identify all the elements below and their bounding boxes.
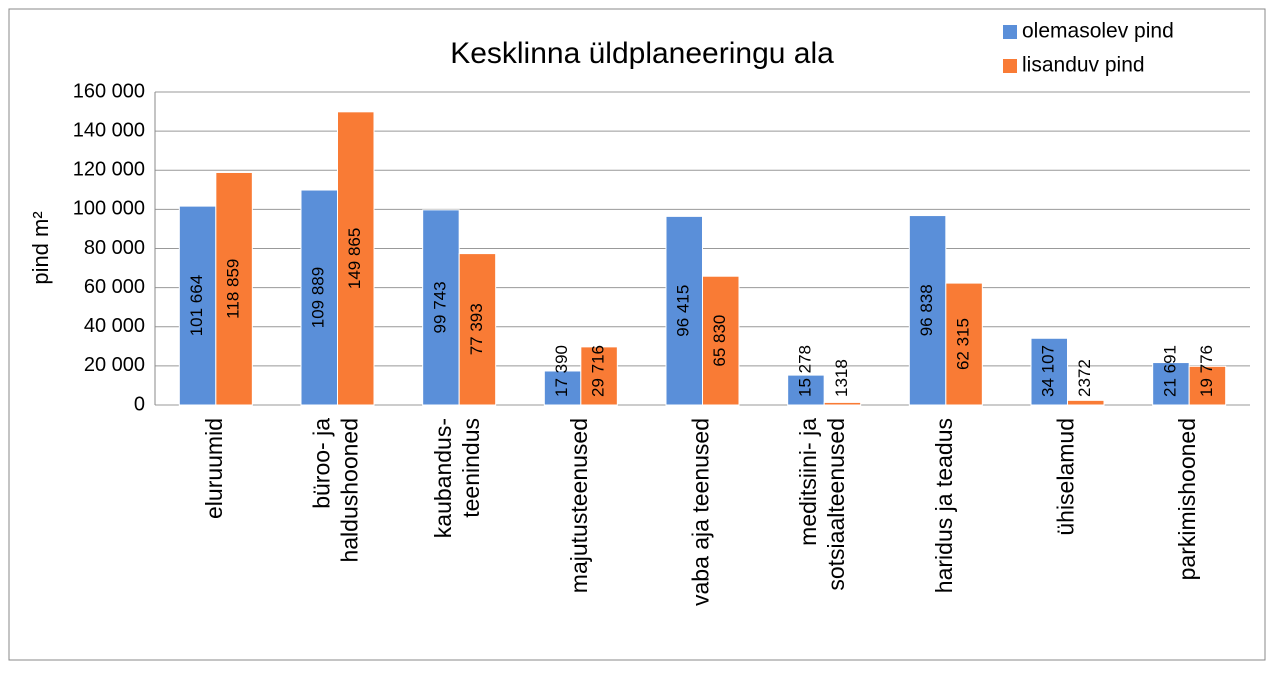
bar [1188, 365, 1227, 406]
x-tick-label: majutusteenused [566, 418, 592, 593]
value-label: 1318 [832, 359, 851, 397]
bar [823, 401, 862, 406]
legend-label: lisanduv pind [1022, 54, 1145, 77]
x-tick-label: haridus ja teadus [931, 418, 957, 593]
legend-label: olemasolev pind [1022, 20, 1174, 43]
value-label: 34 107 [1039, 345, 1058, 397]
bar [300, 189, 338, 406]
x-tick-label: eluruumid [201, 418, 227, 519]
y-axis-label: pind m² [28, 211, 53, 284]
y-tick-label: 0 [134, 393, 145, 415]
bar [215, 171, 253, 406]
value-label: 15 278 [795, 345, 814, 397]
x-tick-label: vaba aja teenused [688, 418, 714, 606]
x-tick-label: parkimishooned [1174, 418, 1200, 580]
bar [543, 370, 582, 406]
y-tick-label: 80 000 [84, 237, 145, 259]
chart-title: Kesklinna üldplaneeringu ala [450, 37, 834, 70]
bar [787, 374, 825, 406]
y-tick-label: 140 000 [73, 119, 145, 141]
value-label: 19 776 [1197, 345, 1216, 397]
y-tick-label: 20 000 [84, 354, 145, 376]
value-label: 65 830 [710, 315, 729, 367]
value-label: 21 691 [1160, 345, 1179, 397]
bar [422, 209, 460, 406]
y-tick-label: 100 000 [73, 198, 145, 220]
bar [1152, 362, 1190, 406]
x-tick-label: meditsiini- jasotsiaalteenused [795, 418, 849, 591]
value-label: 96 415 [674, 285, 693, 337]
value-label: 149 865 [345, 228, 364, 289]
value-label: 99 743 [430, 281, 449, 333]
x-tick-label: ühiselamud [1053, 418, 1079, 536]
x-tick-label: büroo- jahaldushooned [309, 418, 363, 563]
bar [580, 346, 618, 406]
legend-swatch [1003, 25, 1017, 39]
bar [458, 253, 497, 406]
value-label: 101 664 [187, 275, 206, 336]
bar [945, 282, 983, 406]
bar [665, 215, 703, 406]
legend-swatch [1003, 59, 1017, 73]
y-tick-label: 60 000 [84, 276, 145, 298]
bar [1030, 337, 1068, 406]
value-label: 29 716 [589, 345, 608, 397]
value-label: 96 838 [917, 284, 936, 336]
x-tick-label: kaubandus-teenindus [430, 418, 484, 538]
bar [337, 111, 375, 406]
y-tick-label: 120 000 [73, 159, 145, 181]
y-tick-label: 40 000 [84, 315, 145, 337]
value-label: 77 393 [467, 303, 486, 355]
value-label: 2372 [1075, 359, 1094, 397]
value-label: 118 859 [224, 259, 243, 319]
bar [702, 275, 740, 406]
value-label: 62 315 [954, 318, 973, 370]
bar [178, 205, 217, 406]
y-tick-label: 160 000 [73, 80, 145, 102]
value-label: 17 390 [552, 345, 571, 397]
value-label: 109 889 [309, 267, 328, 328]
bar [1067, 399, 1105, 406]
